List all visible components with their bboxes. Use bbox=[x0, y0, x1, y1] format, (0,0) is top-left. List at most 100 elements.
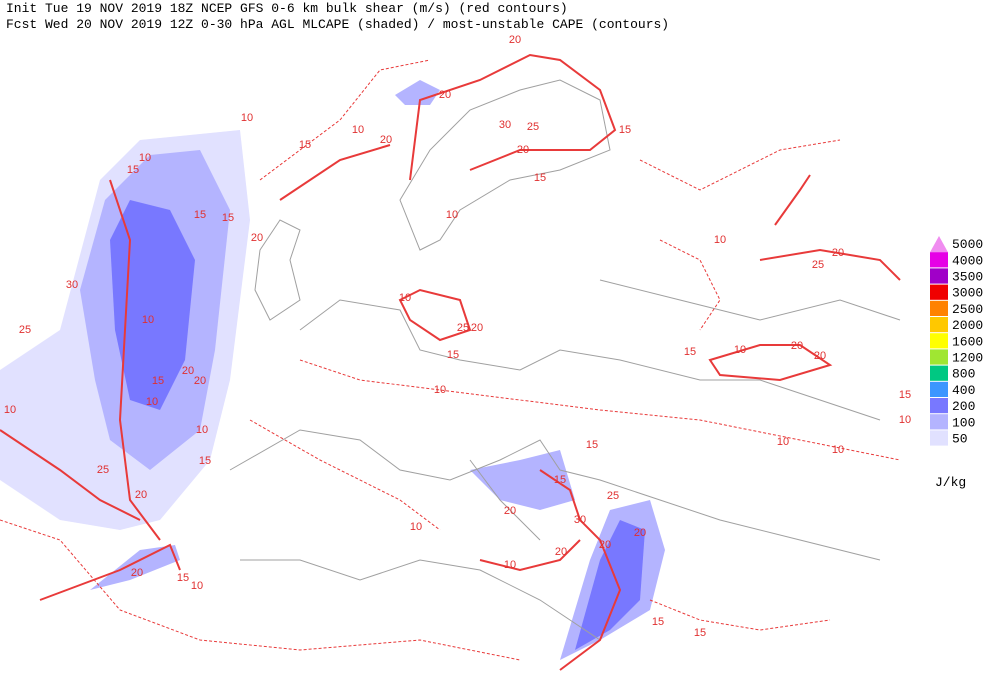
contour-label: 15 bbox=[652, 616, 664, 628]
contour-label: 25 bbox=[527, 121, 539, 133]
legend-label: 2000 bbox=[952, 318, 983, 333]
contour bbox=[299, 359, 901, 461]
contour-label: 30 bbox=[66, 279, 78, 291]
contour-label: 20 bbox=[832, 247, 844, 259]
contour-label: 15 bbox=[199, 455, 211, 467]
contour-label: 15 bbox=[299, 139, 311, 151]
legend-swatch bbox=[930, 414, 948, 430]
contour-label: 15 bbox=[194, 209, 206, 221]
contour-label: 10 bbox=[4, 404, 16, 416]
contour-label: 20 bbox=[509, 34, 521, 46]
contour-label: 10 bbox=[714, 234, 726, 246]
contour bbox=[0, 429, 141, 521]
coastlines bbox=[229, 79, 901, 641]
contour-label: 15 bbox=[684, 346, 696, 358]
legend-label: 50 bbox=[952, 432, 968, 447]
contour-label: 10 bbox=[434, 384, 446, 396]
contour-label: 10 bbox=[146, 396, 158, 408]
contour-label: 25 bbox=[97, 464, 109, 476]
contour-label: 25 bbox=[457, 322, 469, 334]
contour-label: 15 bbox=[177, 572, 189, 584]
legend-swatch bbox=[930, 349, 948, 365]
legend-label: 3000 bbox=[952, 286, 983, 301]
header-line: Fcst Wed 20 NOV 2019 12Z 0-30 hPa AGL ML… bbox=[6, 17, 669, 32]
contour-label: 15 bbox=[899, 389, 911, 401]
legend-swatch bbox=[930, 252, 948, 268]
legend-label: 5000 bbox=[952, 237, 983, 252]
contour-label: 20 bbox=[251, 232, 263, 244]
contour-label: 20 bbox=[517, 144, 529, 156]
contour-label: 10 bbox=[352, 124, 364, 136]
contour bbox=[759, 248, 901, 281]
contour-label: 20 bbox=[634, 527, 646, 539]
coastline bbox=[254, 219, 301, 321]
contour-label: 15 bbox=[152, 375, 164, 387]
legend-swatch bbox=[930, 398, 948, 414]
contour bbox=[774, 174, 811, 226]
legend-label: 4000 bbox=[952, 253, 983, 268]
contour-label: 10 bbox=[504, 559, 516, 571]
coastline bbox=[240, 559, 601, 641]
contour-label: 20 bbox=[814, 350, 826, 362]
legend-label: 1200 bbox=[952, 351, 983, 366]
contour-label: 20 bbox=[135, 489, 147, 501]
legend-swatch bbox=[930, 317, 948, 333]
contour-label: 25 bbox=[812, 259, 824, 271]
header-line: Init Tue 19 NOV 2019 18Z NCEP GFS 0-6 km… bbox=[6, 1, 568, 16]
contour-label: 10 bbox=[142, 314, 154, 326]
contour-label: 15 bbox=[694, 627, 706, 639]
contour-label: 15 bbox=[447, 349, 459, 361]
contour-label: 10 bbox=[777, 436, 789, 448]
cape-area bbox=[395, 80, 440, 105]
contour-label: 30 bbox=[574, 514, 586, 526]
contour-label: 15 bbox=[619, 124, 631, 136]
contour bbox=[639, 139, 841, 191]
contour-label: 20 bbox=[194, 375, 206, 387]
legend-label: 1600 bbox=[952, 334, 983, 349]
contour-label: 10 bbox=[139, 152, 151, 164]
contour-label: 20 bbox=[182, 365, 194, 377]
contour-label: 10 bbox=[191, 580, 203, 592]
contour bbox=[479, 539, 581, 572]
contour bbox=[109, 179, 161, 541]
contour-label: 30 bbox=[499, 119, 511, 131]
legend-swatch bbox=[930, 300, 948, 316]
contour-label: 20 bbox=[439, 89, 451, 101]
cape-area bbox=[90, 545, 180, 590]
contour-label: 15 bbox=[222, 212, 234, 224]
legend-label: 2500 bbox=[952, 302, 983, 317]
contour bbox=[39, 543, 181, 601]
contour-label: 20 bbox=[380, 134, 392, 146]
contour-label: 20 bbox=[599, 539, 611, 551]
legend-label: 200 bbox=[952, 399, 975, 414]
contour bbox=[659, 239, 721, 331]
contour-label: 10 bbox=[899, 414, 911, 426]
contour-label: 15 bbox=[554, 474, 566, 486]
contour-label: 20 bbox=[471, 322, 483, 334]
legend-label: 400 bbox=[952, 383, 975, 398]
contour bbox=[0, 519, 521, 661]
coastline bbox=[229, 429, 881, 561]
legend-swatch bbox=[930, 365, 948, 381]
contour bbox=[409, 53, 617, 181]
contour-label: 15 bbox=[586, 439, 598, 451]
contour-label: 20 bbox=[555, 546, 567, 558]
contour-label: 20 bbox=[131, 567, 143, 579]
contour bbox=[259, 59, 431, 181]
contour bbox=[398, 288, 472, 342]
legend-label: 100 bbox=[952, 415, 975, 430]
coastline bbox=[399, 79, 611, 251]
legend-swatch bbox=[930, 284, 948, 300]
contour-label: 10 bbox=[196, 424, 208, 436]
contour-label: 25 bbox=[19, 324, 31, 336]
contour-label: 10 bbox=[734, 344, 746, 356]
contour bbox=[649, 599, 831, 631]
legend-label: 3500 bbox=[952, 270, 983, 285]
shear-contours bbox=[0, 53, 901, 671]
legend-swatch bbox=[930, 430, 948, 446]
contour-label: 20 bbox=[504, 505, 516, 517]
legend-label: 800 bbox=[952, 367, 975, 382]
